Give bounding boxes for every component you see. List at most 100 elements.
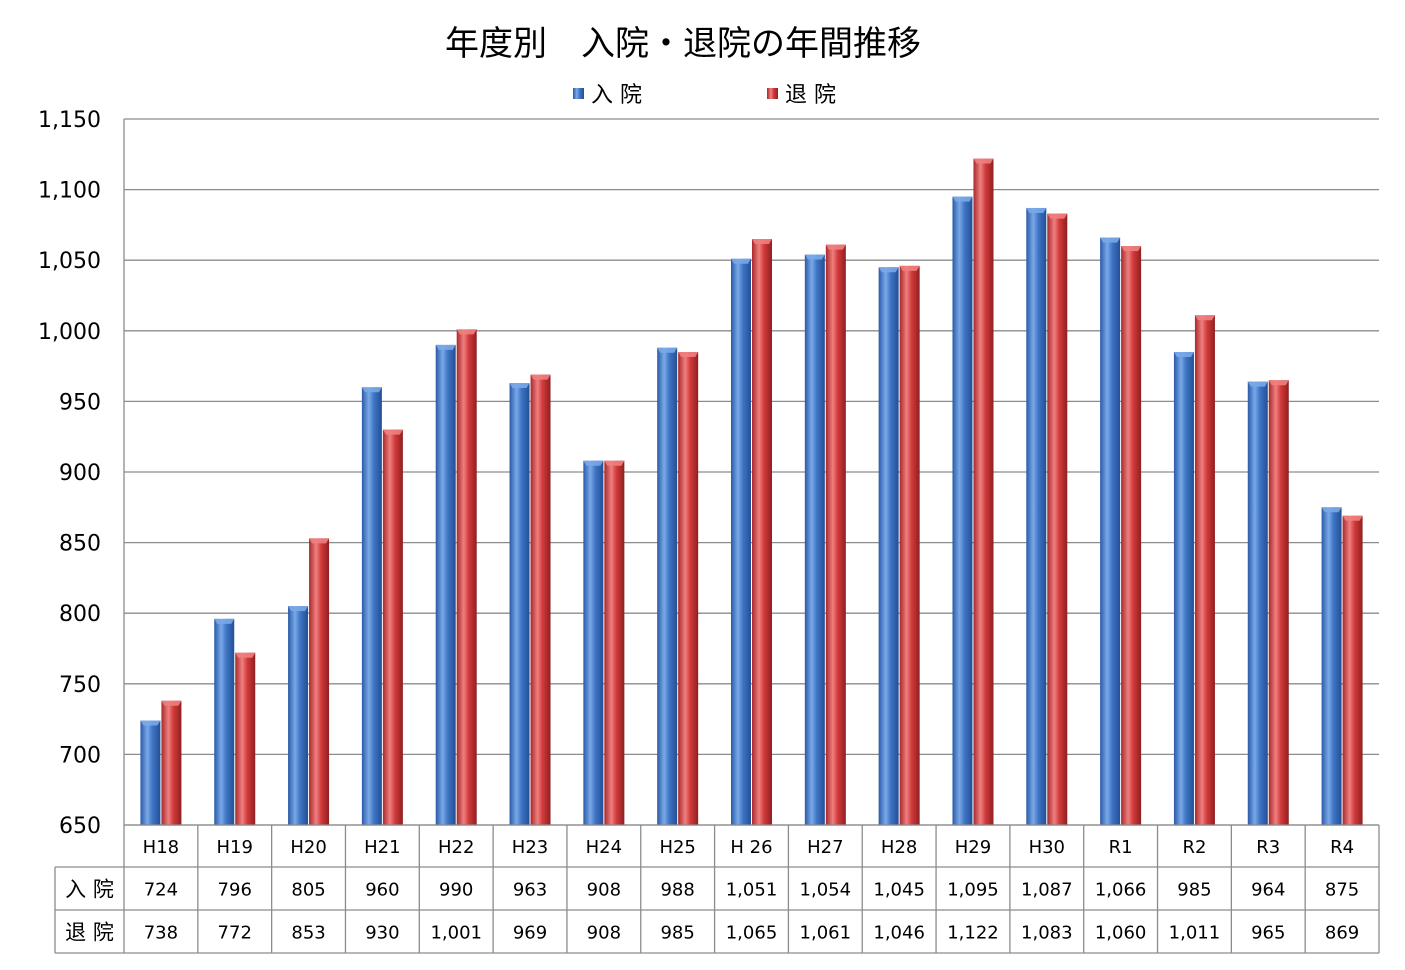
bar-top-bevel xyxy=(1268,380,1289,386)
data-label: 875 xyxy=(1325,880,1359,901)
bar-top-bevel xyxy=(1194,315,1215,321)
data-label: 1,066 xyxy=(1095,880,1147,901)
bar-top-bevel xyxy=(530,374,551,380)
bar-top-bevel xyxy=(214,618,235,624)
bar-discharge xyxy=(1342,515,1363,825)
bar-admission xyxy=(731,258,751,826)
y-tick-label: 1,150 xyxy=(38,108,101,133)
bar-admission xyxy=(657,347,678,825)
bar-top-bevel xyxy=(878,267,899,273)
table-row-label: 入 院 xyxy=(65,878,114,902)
bar-top-bevel xyxy=(456,329,477,335)
bars xyxy=(140,158,1363,826)
x-tick-label: H30 xyxy=(1029,837,1065,858)
data-label: 908 xyxy=(587,923,621,944)
data-label: 772 xyxy=(218,923,252,944)
bar-top-bevel xyxy=(952,196,973,202)
bar-admission xyxy=(583,460,604,825)
bar-top-bevel xyxy=(382,429,403,435)
data-label: 805 xyxy=(291,880,325,901)
data-label: 930 xyxy=(365,923,399,944)
data-label: 988 xyxy=(660,880,694,901)
x-tick-label: R3 xyxy=(1256,837,1280,858)
bar-discharge xyxy=(752,239,772,825)
bar-top-bevel xyxy=(1321,507,1342,513)
bar-top-bevel xyxy=(604,460,625,466)
data-label: 738 xyxy=(144,923,178,944)
gridlines xyxy=(124,118,1379,826)
bar-admission xyxy=(952,196,973,825)
chart-title: 年度別 入院・退院の年間推移 xyxy=(445,24,921,64)
data-label: 796 xyxy=(218,880,252,901)
data-label: 1,083 xyxy=(1021,923,1073,944)
data-label: 1,001 xyxy=(430,923,482,944)
data-label: 1,065 xyxy=(726,923,778,944)
bar-discharge xyxy=(678,351,699,825)
bar-admission xyxy=(435,344,456,825)
x-tick-label: H18 xyxy=(143,837,179,858)
data-label: 724 xyxy=(144,880,178,901)
bar-admission xyxy=(804,254,825,825)
bar-top-bevel xyxy=(161,700,182,706)
bar-discharge xyxy=(530,374,551,825)
data-label: 853 xyxy=(291,923,325,944)
bar-top-bevel xyxy=(288,606,309,612)
bar-top-bevel xyxy=(1047,213,1068,219)
bar-top-bevel xyxy=(1247,381,1268,387)
bar-top-bevel xyxy=(435,344,456,350)
data-label: 1,061 xyxy=(800,923,852,944)
bar-top-bevel xyxy=(1342,515,1363,521)
y-tick-label: 800 xyxy=(59,602,101,627)
bar-discharge xyxy=(382,429,403,825)
x-tick-label: H22 xyxy=(438,837,474,858)
bar-top-bevel xyxy=(678,351,699,357)
bar-discharge xyxy=(825,244,846,826)
bar-top-bevel xyxy=(1173,351,1194,357)
bar-admission xyxy=(1247,381,1268,825)
bar-top-bevel xyxy=(657,347,678,353)
bar-admission xyxy=(1321,507,1342,825)
bar-top-bevel xyxy=(804,254,825,260)
data-label: 964 xyxy=(1251,880,1285,901)
bar-top-bevel xyxy=(731,258,751,264)
bar-top-bevel xyxy=(235,652,256,658)
data-label: 1,051 xyxy=(726,880,778,901)
data-label: 1,054 xyxy=(800,880,852,901)
y-axis: 650 700 750 800 850 900 950 1,000 1,050 1,100 1,15… xyxy=(38,108,125,839)
bar-top-bevel xyxy=(583,460,604,466)
legend-swatch xyxy=(767,88,778,99)
bar-discharge xyxy=(456,329,477,825)
data-label: 985 xyxy=(1177,880,1211,901)
x-tick-label: R4 xyxy=(1330,837,1354,858)
bar-top-bevel xyxy=(899,265,920,271)
bar-discharge xyxy=(1268,380,1289,825)
table-row-label: 退 院 xyxy=(65,921,114,945)
bar-discharge xyxy=(1194,315,1215,825)
data-label: 1,060 xyxy=(1095,923,1147,944)
data-label: 1,045 xyxy=(873,880,925,901)
bar-top-bevel xyxy=(361,387,382,393)
bar-top-bevel xyxy=(1026,207,1047,213)
bar-top-bevel xyxy=(973,158,994,164)
y-tick-label: 1,000 xyxy=(38,320,101,345)
x-tick-label: H23 xyxy=(512,837,548,858)
bar-top-bevel xyxy=(140,720,161,726)
x-tick-label: H19 xyxy=(217,837,253,858)
bar-discharge xyxy=(973,158,994,825)
bar-admission xyxy=(288,606,309,825)
data-table: H18 H19 H20 H21 H22 H23 H24 H25 H 26 H27 H28 H29 H30… xyxy=(54,824,1380,954)
bar-discharge xyxy=(161,700,182,825)
data-label: 969 xyxy=(513,923,547,944)
bar-discharge xyxy=(1047,213,1068,825)
legend-swatch xyxy=(573,88,584,99)
legend: 入 院退 院 xyxy=(573,83,836,108)
x-tick-label: H20 xyxy=(290,837,326,858)
y-tick-label: 900 xyxy=(59,461,101,486)
bar-top-bevel xyxy=(309,538,330,544)
legend-label: 入 院 xyxy=(591,83,642,108)
data-label: 1,011 xyxy=(1169,923,1221,944)
y-tick-label: 650 xyxy=(59,814,101,839)
data-label: 1,095 xyxy=(947,880,999,901)
data-label: 990 xyxy=(439,880,473,901)
data-label: 960 xyxy=(365,880,399,901)
